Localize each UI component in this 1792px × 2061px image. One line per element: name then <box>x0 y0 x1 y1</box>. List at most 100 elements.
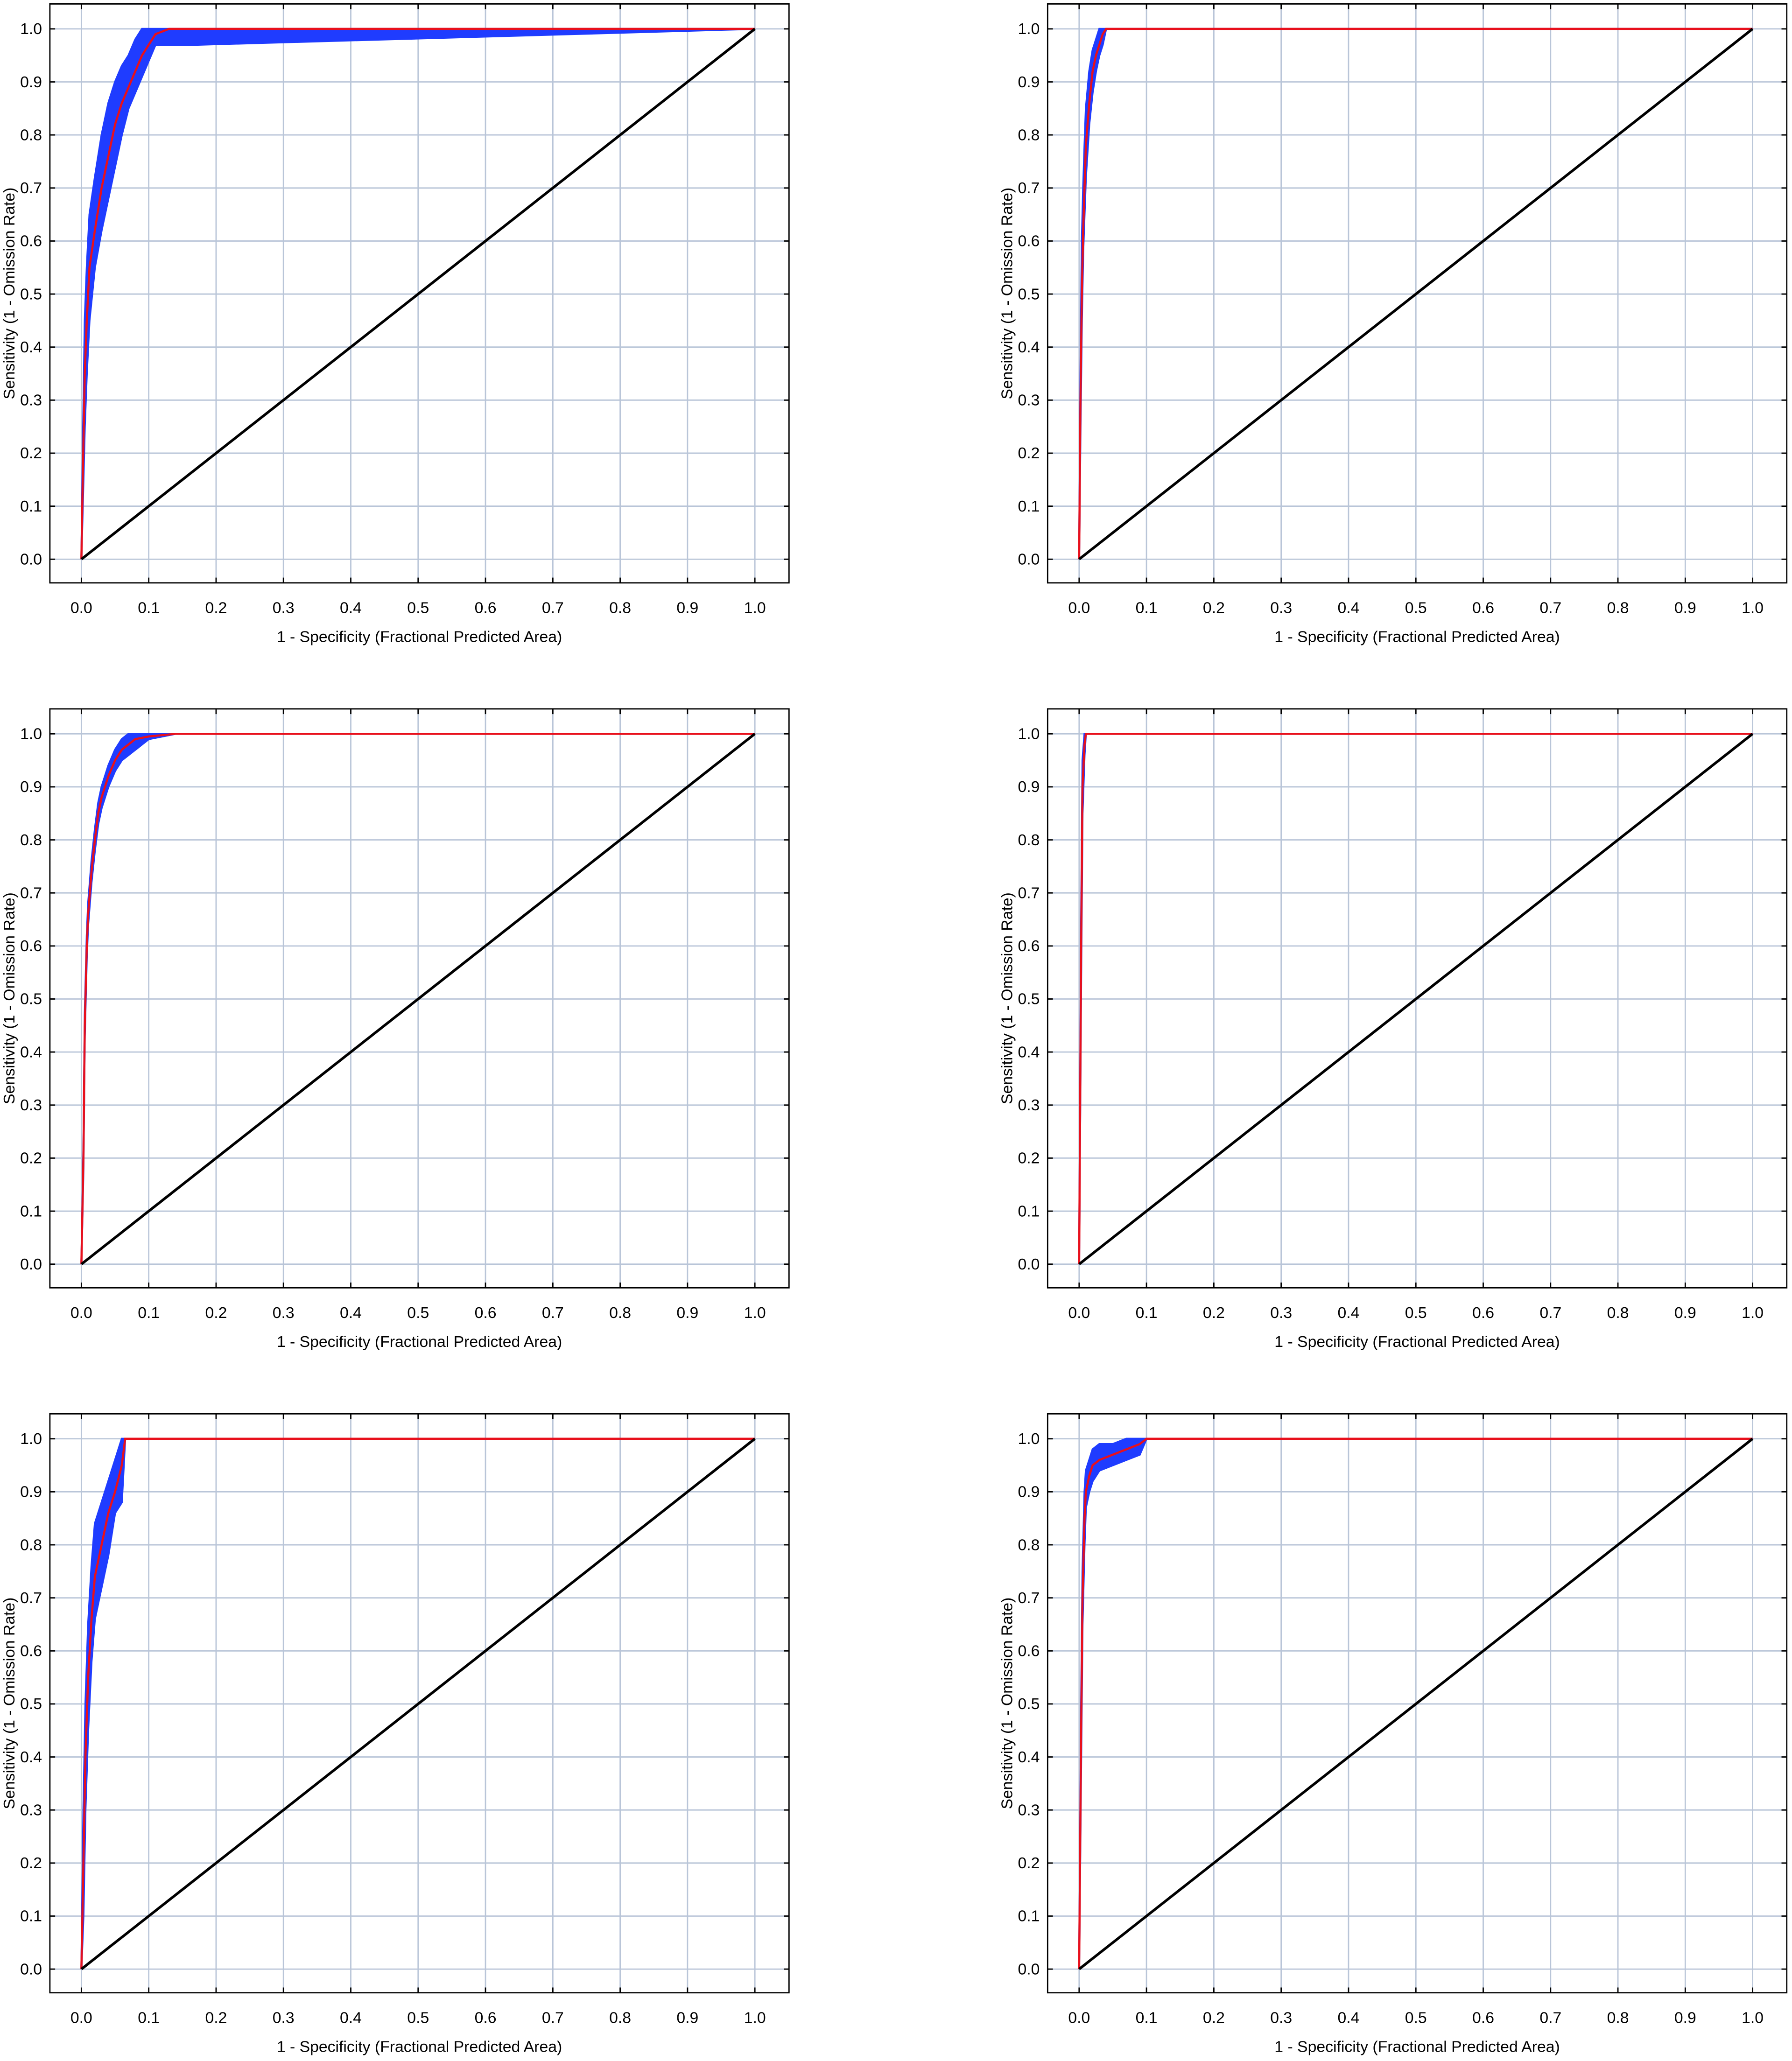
confidence-band <box>80 733 755 1264</box>
y-tick-label: 0.2 <box>20 1854 42 1872</box>
y-tick-label: 0.1 <box>1018 498 1040 515</box>
y-tick-label: 0.0 <box>1018 1255 1040 1273</box>
x-axis-label: 1 - Specificity (Fractional Predicted Ar… <box>1274 628 1560 645</box>
y-tick-label: 0.6 <box>1018 232 1040 250</box>
y-tick-label: 0.3 <box>20 392 42 409</box>
y-tick-label: 0.9 <box>1018 1483 1040 1501</box>
x-tick-label: 0.9 <box>1674 2009 1696 2026</box>
x-tick-label: 0.1 <box>138 599 160 617</box>
y-tick-label: 0.6 <box>20 1642 42 1660</box>
x-tick-label: 0.6 <box>1472 599 1494 617</box>
x-tick-label: 0.1 <box>1136 599 1158 617</box>
y-tick-label: 0.6 <box>1018 1642 1040 1660</box>
y-tick-label: 0.5 <box>1018 990 1040 1008</box>
x-tick-label: 0.2 <box>1203 2009 1225 2026</box>
plot-frame <box>1047 708 1788 1289</box>
y-tick-label: 1.0 <box>1018 1430 1040 1448</box>
x-tick-label: 1.0 <box>744 1304 766 1322</box>
x-tick-label: 0.5 <box>1405 2009 1427 2026</box>
mean-roc-line <box>1078 1437 1753 1970</box>
y-tick-label: 1.0 <box>1018 20 1040 38</box>
y-tick-label: 0.0 <box>1018 1960 1040 1978</box>
y-tick-label: 0.0 <box>20 1255 42 1273</box>
y-tick-label: 0.1 <box>1018 1907 1040 1925</box>
y-tick-label: 0.2 <box>1018 1854 1040 1872</box>
y-tick-label: 0.1 <box>20 1202 42 1220</box>
x-tick-label: 0.7 <box>1539 1304 1561 1322</box>
y-tick-label: 0.2 <box>1018 1150 1040 1167</box>
y-tick-label: 0.5 <box>1018 285 1040 303</box>
x-tick-label: 0.2 <box>1203 1304 1225 1322</box>
x-tick-label: 0.4 <box>1337 2009 1359 2026</box>
x-tick-label: 0.5 <box>407 1304 429 1322</box>
random-line <box>80 1437 756 1970</box>
x-tick-label: 0.8 <box>1607 2009 1629 2026</box>
x-tick-label: 0.3 <box>1270 599 1292 617</box>
x-tick-label: 0.7 <box>1539 599 1561 617</box>
y-tick-label: 0.3 <box>1018 1096 1040 1114</box>
x-tick-label: 0.2 <box>205 599 227 617</box>
x-tick-label: 0.6 <box>475 2009 497 2026</box>
x-tick-label: 0.4 <box>340 1304 362 1322</box>
x-tick-label: 0.8 <box>1607 599 1629 617</box>
x-tick-label: 0.4 <box>340 599 362 617</box>
roc-panel: 0.0 0.1 0.2 0.3 0.4 0.5 0.6 0.7 0.8 0.9 1.0 0.0 0.1 0… <box>0 3 790 645</box>
y-axis-label: Sensitivity (1 - Omission Rate) <box>0 892 18 1104</box>
x-tick-label: 0.9 <box>676 1304 698 1322</box>
plot-frame <box>49 3 790 584</box>
y-tick-label: 0.4 <box>1018 1748 1040 1766</box>
plot-frame <box>1047 1413 1788 1994</box>
y-tick-label: 0.8 <box>20 126 42 144</box>
roc-panel: 0.0 0.1 0.2 0.3 0.4 0.5 0.6 0.7 0.8 0.9 1.0 0.0 0.1 0… <box>998 708 1788 1351</box>
roc-panel: 0.0 0.1 0.2 0.3 0.4 0.5 0.6 0.7 0.8 0.9 1.0 0.0 0.1 0… <box>998 3 1788 645</box>
y-axis-label: Sensitivity (1 - Omission Rate) <box>998 1598 1016 1809</box>
x-tick-label: 0.3 <box>273 599 295 617</box>
x-tick-label: 0.4 <box>1337 599 1359 617</box>
mean-roc-line <box>80 1437 755 1970</box>
x-tick-label: 0.1 <box>138 2009 160 2026</box>
x-tick-label: 0.2 <box>1203 599 1225 617</box>
x-axis-label: 1 - Specificity (Fractional Predicted Ar… <box>277 628 562 645</box>
x-tick-label: 0.6 <box>475 1304 497 1322</box>
y-tick-label: 0.9 <box>1018 73 1040 91</box>
y-tick-label: 0.2 <box>20 1150 42 1167</box>
y-tick-label: 0.1 <box>20 498 42 515</box>
y-tick-label: 0.8 <box>20 831 42 849</box>
random-line <box>1078 1437 1754 1970</box>
x-tick-label: 0.3 <box>1270 1304 1292 1322</box>
y-axis-label: Sensitivity (1 - Omission Rate) <box>0 188 18 400</box>
x-tick-label: 0.6 <box>475 599 497 617</box>
y-tick-label: 0.7 <box>1018 1589 1040 1607</box>
x-axis-label: 1 - Specificity (Fractional Predicted Ar… <box>277 1333 562 1351</box>
x-tick-label: 0.1 <box>1136 2009 1158 2026</box>
y-axis-label: Sensitivity (1 - Omission Rate) <box>998 188 1016 400</box>
y-tick-label: 1.0 <box>20 20 42 38</box>
y-tick-label: 0.5 <box>20 1695 42 1713</box>
x-tick-label: 0.9 <box>676 2009 698 2026</box>
confidence-band <box>80 1437 755 1970</box>
x-tick-label: 0.9 <box>676 599 698 617</box>
y-tick-label: 0.7 <box>1018 884 1040 902</box>
y-tick-label: 0.3 <box>20 1096 42 1114</box>
y-tick-label: 1.0 <box>20 1430 42 1448</box>
x-tick-label: 0.6 <box>1472 1304 1494 1322</box>
plot-frame <box>49 1413 790 1994</box>
random-line <box>1078 733 1754 1265</box>
y-tick-label: 0.4 <box>1018 338 1040 356</box>
y-axis-label: Sensitivity (1 - Omission Rate) <box>0 1598 18 1809</box>
y-tick-label: 0.9 <box>20 1483 42 1501</box>
x-tick-label: 0.3 <box>273 1304 295 1322</box>
y-tick-label: 0.6 <box>1018 937 1040 955</box>
y-tick-label: 0.8 <box>20 1536 42 1554</box>
y-tick-label: 0.4 <box>1018 1043 1040 1061</box>
x-tick-label: 0.6 <box>1472 2009 1494 2026</box>
plot-frame <box>49 708 790 1289</box>
y-tick-label: 0.9 <box>20 73 42 91</box>
y-tick-label: 0.4 <box>20 1748 42 1766</box>
x-tick-label: 1.0 <box>744 2009 766 2026</box>
x-tick-label: 0.2 <box>205 2009 227 2026</box>
x-tick-label: 0.2 <box>205 1304 227 1322</box>
plot-frame <box>1047 3 1788 584</box>
y-axis-label: Sensitivity (1 - Omission Rate) <box>998 892 1016 1104</box>
x-tick-label: 0.0 <box>70 599 92 617</box>
